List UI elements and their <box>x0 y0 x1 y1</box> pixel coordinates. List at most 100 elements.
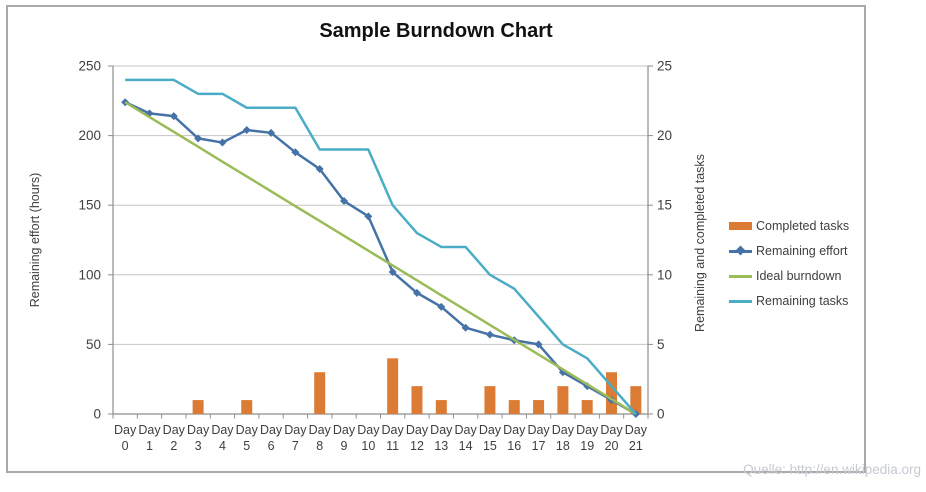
line-swatch <box>729 299 752 303</box>
remaining-effort-marker <box>340 197 349 206</box>
remaining-effort-marker <box>315 165 324 174</box>
x-label-word: Day <box>163 423 186 437</box>
remaining-effort-marker <box>461 323 470 332</box>
left-axis-tick-label: 100 <box>78 267 101 282</box>
bar-completed-tasks-day-17 <box>533 400 545 414</box>
x-label-number: 5 <box>243 439 250 453</box>
bar-completed-tasks-day-12 <box>411 386 423 414</box>
left-axis-title: Remaining effort (hours) <box>28 172 42 308</box>
left-axis-tick-label: 50 <box>86 337 101 352</box>
bar-completed-tasks-day-3 <box>192 400 204 414</box>
x-label-word: Day <box>333 423 356 437</box>
bar-completed-tasks-day-8 <box>314 372 326 414</box>
bar-completed-tasks-day-21 <box>630 386 642 414</box>
remaining-effort-marker <box>242 126 251 135</box>
bar-completed-tasks-day-16 <box>508 400 520 414</box>
x-label-number: 9 <box>341 439 348 453</box>
x-label-word: Day <box>625 423 648 437</box>
right-axis-tick-label: 20 <box>657 128 672 143</box>
left-axis-tick-label: 200 <box>78 128 101 143</box>
x-label-word: Day <box>357 423 380 437</box>
x-label-word: Day <box>552 423 575 437</box>
remaining-effort-marker <box>291 148 300 157</box>
remaining-effort-marker <box>388 268 397 277</box>
x-label-number: 13 <box>434 439 448 453</box>
x-label-word: Day <box>406 423 429 437</box>
x-label-word: Day <box>430 423 453 437</box>
legend-item-2: Ideal burndown <box>729 263 849 288</box>
x-label-number: 0 <box>122 439 129 453</box>
bar-completed-tasks-day-19 <box>581 400 593 414</box>
x-label-number: 15 <box>483 439 497 453</box>
remaining-effort-line <box>124 101 637 416</box>
bar-completed-tasks-day-18 <box>557 386 569 414</box>
legend-label: Remaining effort <box>756 243 848 258</box>
legend-line-swatch-icon <box>729 295 752 307</box>
x-label-number: 14 <box>459 439 473 453</box>
x-label-number: 12 <box>410 439 424 453</box>
remaining-effort-marker <box>437 302 446 311</box>
legend: Completed tasks Remaining effort Ideal bur… <box>729 213 849 313</box>
right-axis-tick-label: 25 <box>657 59 672 74</box>
remaining-tasks-line <box>125 78 637 415</box>
line-swatch <box>729 274 752 278</box>
x-label-word: Day <box>576 423 599 437</box>
right-axis-tick-label: 10 <box>657 267 672 282</box>
chart-title: Sample Burndown Chart <box>319 20 553 42</box>
x-label-word: Day <box>503 423 526 437</box>
legend-line-swatch-icon <box>729 270 752 282</box>
left-axis-tick-label: 250 <box>78 59 101 74</box>
bar-completed-tasks-day-11 <box>387 358 399 414</box>
x-label-number: 10 <box>361 439 375 453</box>
x-label-word: Day <box>309 423 332 437</box>
right-axis-tick-label: 0 <box>657 407 665 422</box>
bar-completed-tasks-day-15 <box>484 386 496 414</box>
x-label-word: Day <box>454 423 477 437</box>
x-label-number: 20 <box>605 439 619 453</box>
bar-completed-tasks-day-20 <box>606 372 618 414</box>
x-label-word: Day <box>236 423 259 437</box>
chart-frame <box>6 5 866 473</box>
x-label-number: 18 <box>556 439 570 453</box>
source-note: Quelle: http://en.wikipedia.org <box>743 462 921 477</box>
remaining-effort-marker <box>485 330 494 339</box>
x-label-number: 21 <box>629 439 643 453</box>
x-label-word: Day <box>260 423 283 437</box>
remaining-effort-marker <box>267 128 276 137</box>
legend-label: Ideal burndown <box>756 268 842 283</box>
x-label-word: Day <box>527 423 550 437</box>
remaining-effort-marker <box>534 340 543 349</box>
x-label-number: 6 <box>268 439 275 453</box>
x-label-number: 19 <box>580 439 594 453</box>
left-axis-tick-label: 150 <box>78 198 101 213</box>
x-label-number: 17 <box>532 439 546 453</box>
x-label-word: Day <box>114 423 137 437</box>
x-label-word: Day <box>284 423 307 437</box>
remaining-effort-marker <box>412 288 421 297</box>
legend-bar-swatch-icon <box>729 220 752 232</box>
right-axis-title: Remaining and completed tasks <box>693 154 707 332</box>
remaining-effort-marker <box>169 112 178 121</box>
legend-item-1: Remaining effort <box>729 238 849 263</box>
remaining-effort-marker <box>194 134 203 143</box>
x-label-word: Day <box>138 423 161 437</box>
legend-item-3: Remaining tasks <box>729 288 849 313</box>
x-label-word: Day <box>187 423 210 437</box>
diamond-marker-icon <box>735 245 746 256</box>
x-label-number: 1 <box>146 439 153 453</box>
x-label-number: 11 <box>386 439 399 453</box>
ideal-burndown-line <box>124 101 637 416</box>
x-label-number: 4 <box>219 439 226 453</box>
x-label-word: Day <box>479 423 502 437</box>
legend-item-0: Completed tasks <box>729 213 849 238</box>
x-label-word: Day <box>211 423 234 437</box>
remaining-effort-marker <box>218 138 227 147</box>
x-label-word: Day <box>382 423 405 437</box>
x-label-word: Day <box>600 423 623 437</box>
legend-label: Remaining tasks <box>756 293 849 308</box>
x-label-number: 16 <box>507 439 521 453</box>
right-axis-tick-label: 5 <box>657 337 665 352</box>
bar-swatch <box>729 221 752 230</box>
